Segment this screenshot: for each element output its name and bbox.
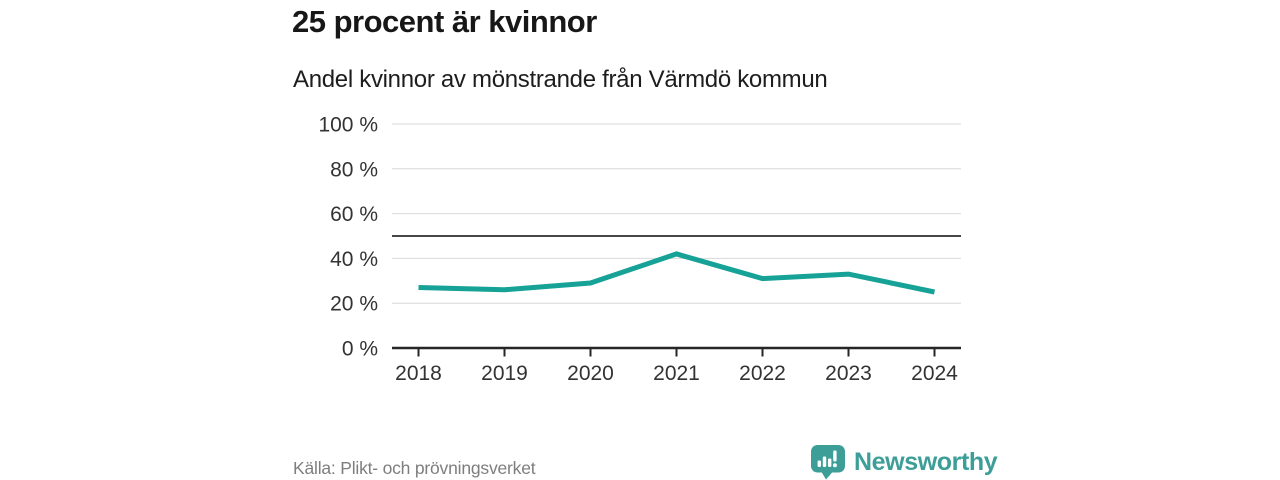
- y-axis-tick-label: 60 %: [330, 203, 378, 226]
- x-axis-tick-label: 2020: [567, 362, 614, 385]
- x-axis-tick-label: 2019: [481, 362, 528, 385]
- x-axis-tick-label: 2021: [653, 362, 700, 385]
- brand: Newsworthy: [810, 444, 998, 480]
- brand-text: Newsworthy: [854, 447, 998, 476]
- x-axis-tick-label: 2018: [395, 362, 442, 385]
- x-axis-tick-label: 2024: [911, 362, 958, 385]
- y-axis-tick-label: 40 %: [330, 248, 378, 271]
- y-axis-tick-label: 20 %: [330, 293, 378, 316]
- x-axis-tick-label: 2023: [825, 362, 872, 385]
- data-series-line: [418, 251, 936, 295]
- y-axis-tick-label: 80 %: [330, 158, 378, 181]
- chart-subtitle: Andel kvinnor av mönstrande från Värmdö …: [293, 66, 828, 93]
- y-axis-tick-label: 0 %: [342, 338, 378, 361]
- y-axis-tick-label: 100 %: [318, 114, 378, 137]
- newsworthy-logo-icon: [811, 445, 845, 480]
- x-axis-tick-label: 2022: [739, 362, 786, 385]
- source-text: Källa: Plikt- och prövningsverket: [293, 458, 536, 478]
- chart-title: 25 procent är kvinnor: [292, 4, 597, 39]
